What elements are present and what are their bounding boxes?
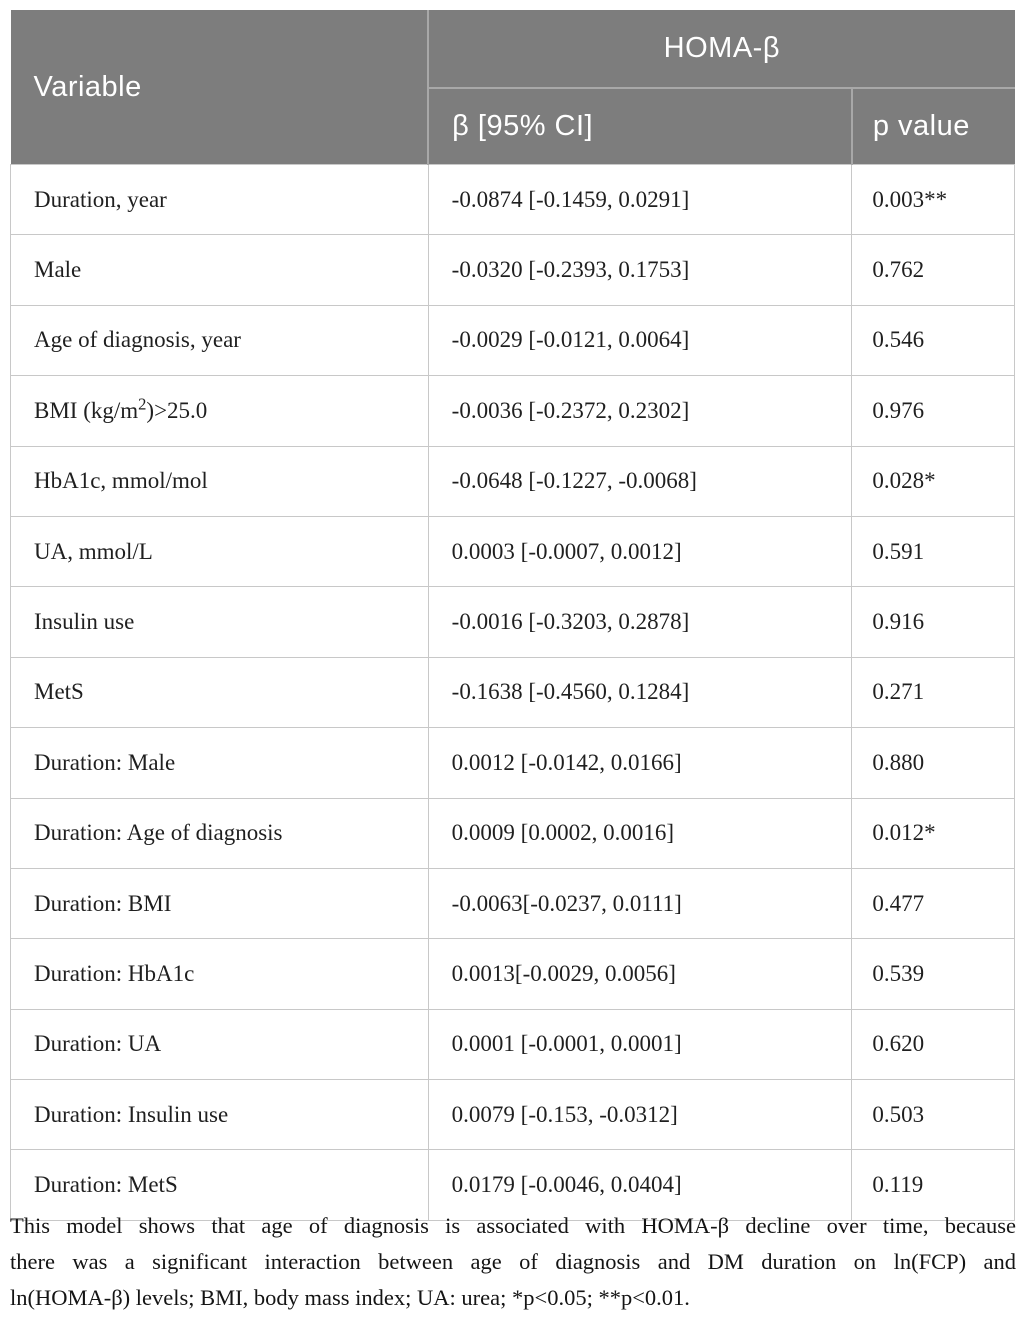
p-value-cell: 0.620	[851, 1008, 1015, 1081]
variable-cell: HbA1c, mmol/mol	[10, 445, 429, 517]
beta-ci-cell: -0.0036 [-0.2372, 0.2302]	[427, 375, 853, 447]
p-value-cell: 0.503	[851, 1079, 1015, 1151]
p-value-cell: 0.003**	[851, 163, 1015, 236]
beta-ci-cell: 0.0079 [-0.153, -0.0312]	[427, 1079, 853, 1151]
table-row: MetS -0.1638 [-0.4560, 0.1284] 0.271	[10, 656, 1015, 729]
table-body: Duration, year -0.0874 [-0.1459, 0.0291]…	[10, 163, 1015, 1221]
variable-cell: Duration: UA	[10, 1008, 429, 1081]
p-value-cell: 0.539	[851, 938, 1015, 1010]
beta-ci-cell: 0.0001 [-0.0001, 0.0001]	[427, 1008, 853, 1081]
variable-cell: MetS	[10, 656, 429, 729]
p-value-cell: 0.546	[851, 304, 1015, 377]
beta-ci-cell: -0.0874 [-0.1459, 0.0291]	[427, 163, 853, 236]
variable-cell: Duration: Age of diagnosis	[10, 797, 429, 869]
variable-cell: BMI (kg/m2)>25.0	[10, 375, 429, 447]
variable-cell: Duration: MetS	[10, 1149, 429, 1221]
column-group-header-homa-beta: HOMA-β	[428, 10, 1015, 89]
p-value-cell: 0.591	[851, 515, 1015, 588]
variable-cell: Male	[10, 234, 429, 306]
table-row: Duration: Age of diagnosis 0.0009 [0.000…	[10, 797, 1015, 869]
footnote-line-3: ln(HOMA-β) levels; BMI, body mass index;…	[10, 1285, 690, 1310]
table-row: BMI (kg/m2)>25.0 -0.0036 [-0.2372, 0.230…	[10, 375, 1015, 447]
table-row: Male -0.0320 [-0.2393, 0.1753] 0.762	[10, 234, 1015, 306]
variable-cell: Insulin use	[10, 586, 429, 658]
table-footnote: This model shows that age of diagnosis i…	[10, 1208, 1016, 1316]
variable-cell: Duration: BMI	[10, 867, 429, 940]
p-value-cell: 0.119	[851, 1149, 1015, 1221]
beta-ci-cell: -0.0063[-0.0237, 0.0111]	[427, 867, 853, 940]
homa-beta-regression-table: Variable HOMA-β β [95% CI] p value Durat…	[10, 10, 1015, 1221]
column-header-beta-ci: β [95% CI]	[428, 88, 853, 165]
table-row: Duration, year -0.0874 [-0.1459, 0.0291]…	[10, 163, 1015, 236]
table-row: Duration: BMI -0.0063[-0.0237, 0.0111] 0…	[10, 867, 1015, 940]
p-value-cell: 0.976	[851, 375, 1015, 447]
variable-cell: Duration: HbA1c	[10, 938, 429, 1010]
p-value-cell: 0.880	[851, 727, 1015, 799]
beta-ci-cell: -0.1638 [-0.4560, 0.1284]	[427, 656, 853, 729]
table-row: HbA1c, mmol/mol -0.0648 [-0.1227, -0.006…	[10, 445, 1015, 517]
beta-ci-cell: -0.0648 [-0.1227, -0.0068]	[427, 445, 853, 517]
beta-ci-cell: -0.0029 [-0.0121, 0.0064]	[427, 304, 853, 377]
beta-ci-cell: -0.0320 [-0.2393, 0.1753]	[427, 234, 853, 306]
variable-cell: Duration, year	[10, 163, 429, 236]
footnote-line-2: there was a significant interaction betw…	[10, 1249, 1016, 1274]
table-row: UA, mmol/L 0.0003 [-0.0007, 0.0012] 0.59…	[10, 515, 1015, 588]
column-header-p-value: p value	[851, 88, 1015, 165]
table-row: Duration: MetS 0.0179 [-0.0046, 0.0404] …	[10, 1149, 1015, 1221]
beta-ci-cell: 0.0012 [-0.0142, 0.0166]	[427, 727, 853, 799]
variable-cell: Age of diagnosis, year	[10, 304, 429, 377]
beta-ci-cell: -0.0016 [-0.3203, 0.2878]	[427, 586, 853, 658]
table-header: Variable HOMA-β β [95% CI] p value	[10, 10, 1015, 165]
table-row: Insulin use -0.0016 [-0.3203, 0.2878] 0.…	[10, 586, 1015, 658]
column-header-variable: Variable	[10, 10, 430, 165]
beta-ci-cell: 0.0003 [-0.0007, 0.0012]	[427, 515, 853, 588]
footnote-line-1: This model shows that age of diagnosis i…	[10, 1213, 1016, 1238]
table-row: Age of diagnosis, year -0.0029 [-0.0121,…	[10, 304, 1015, 377]
table-row: Duration: Male 0.0012 [-0.0142, 0.0166] …	[10, 727, 1015, 799]
table-row: Duration: UA 0.0001 [-0.0001, 0.0001] 0.…	[10, 1008, 1015, 1081]
variable-cell: Duration: Insulin use	[10, 1079, 429, 1151]
p-value-cell: 0.028*	[851, 445, 1015, 517]
p-value-cell: 0.271	[851, 656, 1015, 729]
beta-ci-cell: 0.0009 [0.0002, 0.0016]	[427, 797, 853, 869]
beta-ci-cell: 0.0013[-0.0029, 0.0056]	[427, 938, 853, 1010]
beta-ci-cell: 0.0179 [-0.0046, 0.0404]	[427, 1149, 853, 1221]
p-value-cell: 0.762	[851, 234, 1015, 306]
variable-cell: Duration: Male	[10, 727, 429, 799]
table-row: Duration: HbA1c 0.0013[-0.0029, 0.0056] …	[10, 938, 1015, 1010]
p-value-cell: 0.477	[851, 867, 1015, 940]
table-row: Duration: Insulin use 0.0079 [-0.153, -0…	[10, 1079, 1015, 1151]
p-value-cell: 0.012*	[851, 797, 1015, 869]
p-value-cell: 0.916	[851, 586, 1015, 658]
variable-cell: UA, mmol/L	[10, 515, 429, 588]
